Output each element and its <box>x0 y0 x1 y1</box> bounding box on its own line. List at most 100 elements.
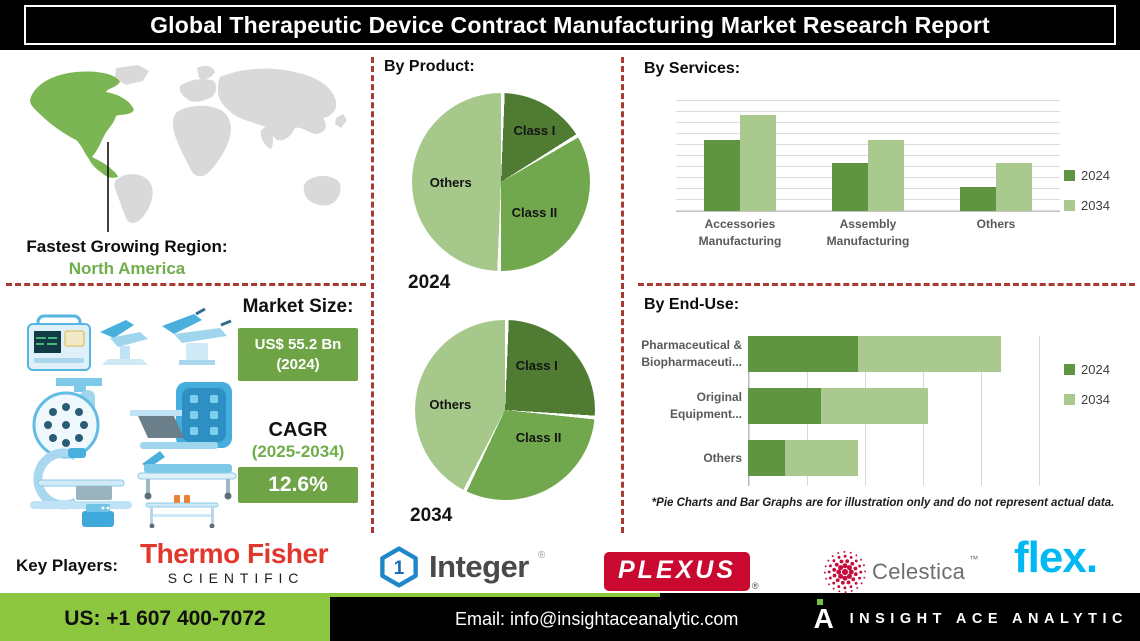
hospital-bed-icon <box>137 451 237 500</box>
legend-label: 2024 <box>1081 168 1110 183</box>
hbar-row: Pharmaceutical & Biopharmaceuti... <box>624 336 1054 372</box>
region-value: North America <box>68 259 186 278</box>
pie-chart-by-product-2034: Class I Class II Others <box>415 320 595 500</box>
hbar-category-label: Original Equipment... <box>670 390 742 421</box>
map-highlight-north-america <box>30 71 134 178</box>
insight-ace-a-icon: A <box>814 599 838 634</box>
hbar-segment-2024 <box>748 336 858 372</box>
legend-swatch-icon <box>1064 364 1075 375</box>
cagr-label: CAGR <box>268 419 328 441</box>
region-heading: Fastest Growing Region: <box>26 237 228 256</box>
legend-swatch-icon <box>1064 200 1075 211</box>
legend-label: 2034 <box>1081 198 1110 213</box>
bar-category-label: Accessories Manufacturing <box>698 217 782 249</box>
bar-2034 <box>740 114 776 211</box>
key-players-heading: Key Players: <box>16 556 119 575</box>
hbar-category-label: Others <box>703 450 742 465</box>
pie-slice-label: Class I <box>513 123 556 139</box>
surgical-light-icon <box>32 378 102 459</box>
legend-item: 2034 <box>1064 198 1110 213</box>
hbar-track <box>748 388 1053 424</box>
thermo-fisher-scientific: SCIENTIFIC <box>167 570 305 586</box>
pie-chart-by-product-2024: Class I Class II Others <box>412 93 590 271</box>
bar-category-label: Others <box>976 217 1016 231</box>
page-title: Global Therapeutic Device Contract Manuf… <box>150 11 990 38</box>
market-size-block: Market Size: US$ 55.2 Bn (2024) CAGR (20… <box>238 296 358 503</box>
pie-slice-label: Class I <box>515 357 558 373</box>
hbar-segment-2024 <box>748 440 785 476</box>
pie-year-2024: 2024 <box>408 272 451 293</box>
cagr-value-box: 12.6% <box>238 467 358 503</box>
legend-item: 2034 <box>1064 392 1110 407</box>
footer-phone: US: +1 607 400-7072 <box>0 597 330 641</box>
plexus-wordmark: PLEXUS <box>618 556 737 584</box>
bar-2024 <box>832 162 868 211</box>
market-size-heading: Market Size: <box>242 296 354 317</box>
brand-name: INSIGHT ACE ANALYTIC <box>849 611 1128 627</box>
by-services-chart <box>676 99 1060 212</box>
legend-swatch-icon <box>1064 394 1075 405</box>
hbar-track <box>748 440 1053 476</box>
bar-category-label: Assembly Manufacturing <box>826 217 910 249</box>
market-size-year: (2024) <box>276 355 320 373</box>
pie-year-2034: 2034 <box>410 505 453 526</box>
hbar-track <box>748 336 1053 372</box>
pie-slice-label: Others <box>429 174 472 190</box>
by-services-categories: Accessories Manufacturing Assembly Manufa… <box>676 216 1060 251</box>
hbar-row: Others <box>624 440 1054 476</box>
by-services-heading: By Services: <box>644 60 741 77</box>
bar-2034 <box>868 140 904 211</box>
pie-slice-label: Class II <box>515 429 562 445</box>
oxygen-concentrator-icon <box>82 504 114 527</box>
divider-horizontal-right <box>638 283 1135 286</box>
exam-chair-icon <box>162 307 232 365</box>
plexus-box: PLEXUS <box>604 552 751 591</box>
by-end-use-heading: By End-Use: <box>644 296 740 313</box>
flex-wordmark: flex. <box>1014 533 1098 582</box>
by-services-legend: 2024 2034 <box>1064 168 1110 213</box>
legend-item: 2024 <box>1064 168 1110 183</box>
cagr-period: (2025-2034) <box>251 442 345 461</box>
pie-slice-label: Others <box>429 397 472 413</box>
celestica-starburst-icon <box>823 550 867 594</box>
insight-ace-analytic-logo: A INSIGHT ACE ANALYTIC <box>814 597 1128 641</box>
bar-2034 <box>996 162 1032 211</box>
by-end-use-chart: Pharmaceutical & Biopharmaceuti... Origin… <box>624 336 1054 476</box>
bar-2024 <box>704 140 740 211</box>
by-end-use-legend: 2024 2034 <box>1064 362 1110 407</box>
market-size-value: US$ 55.2 Bn <box>254 336 342 353</box>
legend-label: 2034 <box>1081 392 1110 407</box>
c-arm-xray-icon <box>30 448 132 510</box>
bar-group <box>704 99 776 211</box>
fastest-growing-region: Fastest Growing Region: North America <box>14 237 240 279</box>
integer-registered-mark: ® <box>537 550 546 561</box>
integer-mark: 1 <box>394 558 405 579</box>
market-size-value-box: US$ 55.2 Bn (2024) <box>238 328 358 381</box>
integer-hexagon-icon: 1 <box>380 546 418 588</box>
hbar-segment-2034 <box>784 440 858 476</box>
footer-email: Email: info@insightaceanalytic.com <box>455 608 739 629</box>
legend-label: 2024 <box>1081 362 1110 377</box>
green-dot-icon <box>816 599 823 605</box>
mri-scanner-icon <box>130 382 232 449</box>
disclaimer-text: *Pie Charts and Bar Graphs are for illus… <box>651 497 1115 509</box>
footer-top-strip <box>0 593 1140 597</box>
thermo-fisher-logo: Thermo Fisher SCIENTIFIC <box>126 540 342 587</box>
celestica-trademark: ™ <box>969 554 979 564</box>
pie-slice-label: Class II <box>511 205 558 221</box>
hbar-segment-2024 <box>748 388 822 424</box>
integer-wordmark: Integer <box>429 549 529 584</box>
world-map <box>30 65 347 232</box>
hbar-segment-2034 <box>821 388 928 424</box>
bar-group <box>832 99 904 211</box>
footer-top-strip-green <box>0 593 660 597</box>
plexus-logo: PLEXUS ® <box>604 552 759 591</box>
integer-logo: 1 Integer ® <box>378 546 545 588</box>
hbar-row: Original Equipment... <box>624 388 1054 424</box>
title-frame: Global Therapeutic Device Contract Manuf… <box>24 5 1116 45</box>
dental-chair-icon <box>100 320 148 365</box>
medical-cart-icon <box>145 495 219 528</box>
footer-bar: US: +1 607 400-7072 Email: info@insighta… <box>0 597 1140 641</box>
legend-item: 2024 <box>1064 362 1110 377</box>
